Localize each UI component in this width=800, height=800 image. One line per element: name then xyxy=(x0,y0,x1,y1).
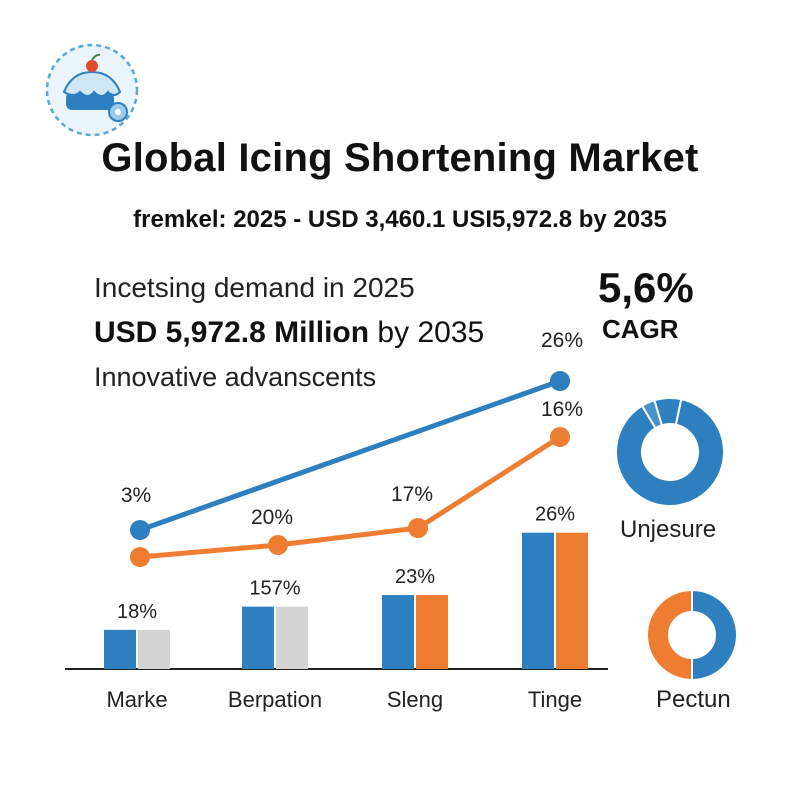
series-orange-line xyxy=(139,434,562,560)
bar-4-blue xyxy=(522,532,554,669)
bar-2-secondary xyxy=(276,606,308,669)
cagr-value: 5,6% xyxy=(598,264,694,311)
series-orange-point-3 xyxy=(408,518,428,538)
category-label-4: Tinge xyxy=(528,687,582,712)
bar-2-blue xyxy=(242,606,274,669)
category-label-3: Sleng xyxy=(387,687,443,712)
page-subtitle: fremkel: 2025 - USD 3,460.1 USI5,972.8 b… xyxy=(133,206,667,233)
category-label-1: Marke xyxy=(106,687,167,712)
series-orange-label-2: 17% xyxy=(391,483,433,506)
series-orange-point-4 xyxy=(550,427,570,447)
page-title: Global Icing Shortening Market xyxy=(101,136,699,180)
series-blue-point-1 xyxy=(130,520,150,540)
bar-3-blue xyxy=(382,595,414,669)
bar-3-secondary xyxy=(416,595,448,669)
series-blue-point-2 xyxy=(550,371,570,391)
series-blue-label-2: 26% xyxy=(541,329,583,352)
series-orange-label-3: 16% xyxy=(541,398,583,421)
highlight-forecast-value: USD 5,972.8 Million xyxy=(94,316,370,349)
bar-1-secondary xyxy=(138,629,170,669)
highlight-innovation: Innovative advanscents xyxy=(94,362,377,392)
highlight-forecast: USD 5,972.8 Million by 2035 xyxy=(94,316,484,350)
series-blue-line xyxy=(139,378,561,533)
series-orange-label-1: 20% xyxy=(251,506,293,529)
series-blue-label-1: 3% xyxy=(121,484,151,507)
bar-4-secondary xyxy=(556,532,588,669)
donut-unjesure-slice-3 xyxy=(653,397,683,427)
bar-label-2: 157% xyxy=(249,578,300,600)
donut-pectun-slice-2 xyxy=(646,588,693,682)
bar-1-blue xyxy=(104,629,136,669)
donut-pectun-slice-1 xyxy=(691,588,738,682)
bar-label-1: 18% xyxy=(117,601,157,623)
donut-unjesure-slice-1 xyxy=(615,397,725,507)
donut-label-pectun: Pectun xyxy=(656,686,731,713)
cake-icon xyxy=(45,43,139,137)
bar-label-3: 23% xyxy=(395,566,435,588)
bar-label-4: 26% xyxy=(535,504,575,526)
donut-label-unjesure: Unjesure xyxy=(620,516,717,543)
series-orange-point-2 xyxy=(268,535,288,555)
cagr-label: CAGR xyxy=(602,314,679,344)
category-label-2: Berpation xyxy=(228,687,322,712)
highlight-forecast-year: by 2035 xyxy=(369,316,485,349)
series-orange-point-1 xyxy=(130,547,150,567)
highlight-demand: Incetsing demand in 2025 xyxy=(94,272,415,303)
